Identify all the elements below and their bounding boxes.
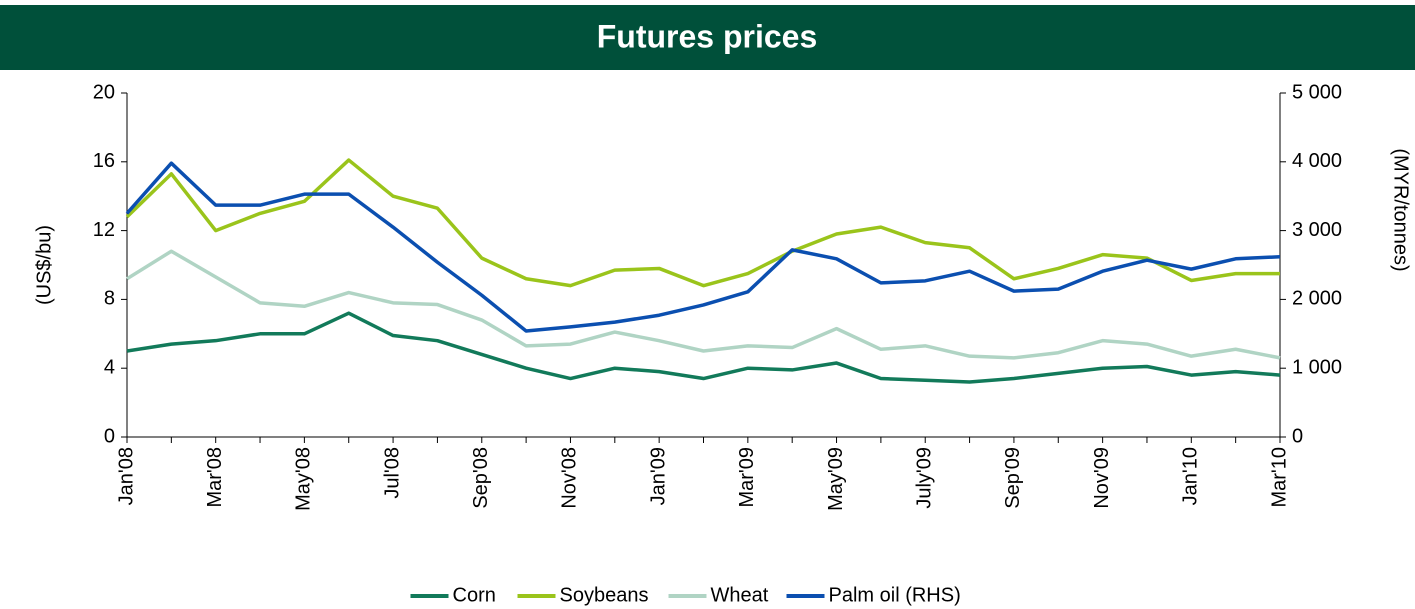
series-line xyxy=(125,161,1281,333)
y2-tick-label: 3 000 xyxy=(1292,219,1342,241)
y-tick-label: 4 xyxy=(104,356,115,378)
x-tick-label: July'09 xyxy=(914,447,936,509)
y-tick-label: 8 xyxy=(104,288,115,310)
series-line xyxy=(126,249,1281,360)
x-tick-label: Mar'09 xyxy=(736,447,758,508)
series-line xyxy=(126,311,1281,384)
x-tick-label: Jan'08 xyxy=(115,447,137,505)
x-tick-label: Sep'08 xyxy=(470,447,492,509)
x-tick-label: Nov'09 xyxy=(1091,447,1113,509)
x-tick-label: May'09 xyxy=(825,447,847,511)
y-axis-label: (US$/bu) xyxy=(33,225,55,305)
x-tick-label: Jan'09 xyxy=(647,447,669,505)
y-tick-label: 0 xyxy=(104,425,115,447)
y2-tick-label: 0 xyxy=(1292,425,1303,447)
legend-label: Palm oil (RHS) xyxy=(829,584,961,606)
y2-tick-label: 2 000 xyxy=(1292,288,1342,310)
y2-tick-label: 4 000 xyxy=(1292,150,1342,172)
x-tick-label: Jul'08 xyxy=(381,447,403,499)
legend-label: Corn xyxy=(453,584,496,606)
x-tick-label: Jan'10 xyxy=(1180,447,1202,505)
x-tick-label: Mar'08 xyxy=(204,447,226,508)
x-tick-label: May'08 xyxy=(293,447,315,511)
legend-label: Soybeans xyxy=(560,584,649,606)
y2-tick-label: 5 000 xyxy=(1292,81,1342,103)
x-tick-label: Sep'09 xyxy=(1002,447,1024,509)
x-tick-label: Mar'10 xyxy=(1268,447,1290,508)
title-bar xyxy=(0,5,1415,70)
y2-axis-label: (MYR/tonnes) xyxy=(1390,148,1412,271)
x-tick-label: Nov'08 xyxy=(559,447,581,509)
y-tick-label: 16 xyxy=(93,150,115,172)
y-tick-label: 12 xyxy=(93,219,115,241)
y-tick-label: 20 xyxy=(93,81,115,103)
series-line xyxy=(125,158,1280,288)
chart-title: Futures prices xyxy=(597,18,818,54)
y2-tick-label: 1 000 xyxy=(1292,356,1342,378)
legend-label: Wheat xyxy=(711,584,769,606)
